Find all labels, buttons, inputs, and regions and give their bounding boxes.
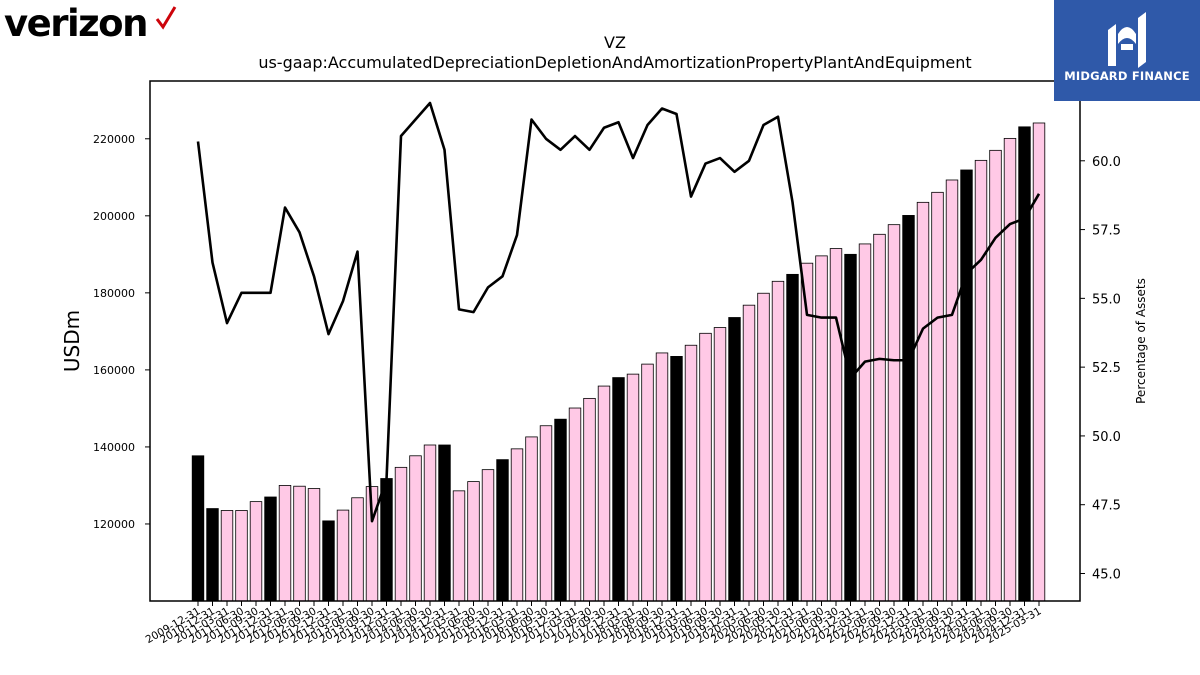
bar [351, 497, 364, 602]
bars-layer [191, 122, 1046, 602]
verizon-logo: verizon [4, 2, 177, 46]
bar [438, 444, 451, 602]
bar [742, 304, 756, 602]
bar [771, 280, 785, 602]
bar [713, 327, 727, 602]
bar [641, 363, 654, 602]
midgard-wordmark: MIDGARD FINANCE [1064, 69, 1190, 83]
y2-tick-label: 57.5 [1092, 224, 1121, 239]
bar [887, 224, 901, 602]
y-tick-label: 180000 [93, 287, 135, 300]
bar [235, 510, 248, 602]
bar [380, 478, 393, 602]
bar [510, 448, 524, 602]
y2-tick-label: 55.0 [1092, 292, 1121, 307]
y2-tick-label: 52.5 [1092, 361, 1121, 376]
bar [684, 344, 698, 602]
bar [220, 510, 234, 602]
bar [902, 215, 915, 602]
bar [307, 488, 321, 602]
bar [191, 455, 205, 602]
bar [612, 377, 625, 602]
checkmark-icon [155, 6, 177, 30]
midgard-mark-icon [1108, 12, 1146, 68]
y2-axis-ticks: 45.0 47.5 50.0 52.5 55.0 57.5 60.0 [1080, 155, 1121, 582]
bar [293, 485, 306, 602]
bar [481, 469, 495, 602]
y-tick-label: 200000 [93, 210, 135, 223]
bar [264, 496, 277, 602]
y2-tick-label: 45.0 [1092, 567, 1121, 582]
bar [206, 508, 219, 602]
bar [960, 169, 973, 602]
y-tick-label: 220000 [93, 133, 135, 146]
bar [583, 397, 596, 602]
bar [844, 253, 857, 602]
chart-subtitle: us-gaap:AccumulatedDepreciationDepletion… [258, 53, 972, 72]
y2-tick-label: 60.0 [1092, 155, 1121, 170]
y2-tick-label: 50.0 [1092, 430, 1121, 445]
chart-title: VZ [604, 33, 626, 52]
bar [322, 520, 335, 602]
bar [786, 273, 799, 602]
y2-tick-label: 47.5 [1092, 499, 1121, 514]
y-axis-label: USDm [60, 310, 84, 372]
bar [989, 149, 1002, 602]
bar [597, 385, 611, 602]
bar [626, 373, 640, 602]
bar [467, 481, 480, 602]
bar [568, 407, 582, 602]
bar [945, 179, 959, 602]
plot-frame [149, 80, 1081, 602]
bar [394, 466, 408, 602]
line-layer [196, 101, 1041, 523]
bar [916, 201, 930, 602]
percentage-line [196, 101, 1041, 523]
bar [974, 159, 988, 602]
bar [278, 485, 292, 602]
bar [815, 255, 828, 602]
y2-axis-label: Percentage of Assets [1134, 278, 1148, 404]
bar [452, 490, 466, 602]
bar [858, 243, 872, 602]
bar [873, 233, 886, 602]
bar [1018, 126, 1031, 602]
bar [655, 352, 669, 602]
bar [728, 317, 741, 602]
bar [409, 455, 422, 602]
bar [931, 191, 944, 602]
midgard-finance-logo: MIDGARD FINANCE [1054, 0, 1200, 101]
y-tick-label: 140000 [93, 441, 135, 454]
verizon-wordmark: verizon [4, 2, 148, 45]
y-tick-label: 120000 [93, 518, 135, 531]
y-tick-label: 160000 [93, 364, 135, 377]
bar [670, 356, 683, 602]
bar [539, 425, 553, 602]
bar [699, 332, 712, 602]
bar [1003, 137, 1017, 602]
y-axis-ticks: 120000 140000 160000 180000 200000 220000 [93, 133, 150, 531]
bar [554, 418, 567, 602]
bar [249, 501, 263, 602]
x-axis-ticks: 2009-12-312010-12-312011-03-312011-06-30… [144, 601, 1044, 646]
bar [336, 509, 350, 602]
bar [757, 292, 770, 602]
bar [829, 248, 843, 602]
bar [496, 459, 509, 602]
bar [525, 436, 538, 602]
bar [423, 444, 437, 602]
